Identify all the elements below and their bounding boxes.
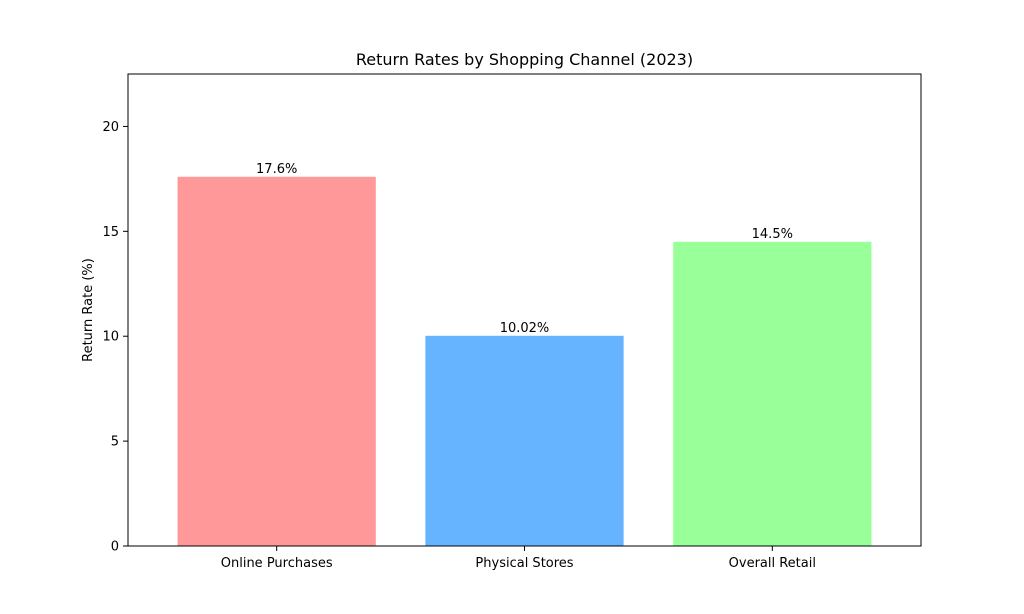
x-tick-label-0: Online Purchases <box>221 556 333 571</box>
y-tick-label-1: 5 <box>111 435 119 450</box>
bar-0 <box>177 176 376 547</box>
plot-frame <box>127 73 922 547</box>
y-tick-label-2: 10 <box>102 330 119 345</box>
bar-1 <box>425 335 624 546</box>
bar-value-label-0: 17.6% <box>256 162 297 177</box>
bar-value-label-2: 14.5% <box>752 227 793 242</box>
x-tick-label-2: Overall Retail <box>729 556 816 571</box>
y-tick-label-3: 15 <box>102 225 119 240</box>
bar-value-label-1: 10.02% <box>500 321 550 336</box>
y-tick-label-0: 0 <box>111 540 119 555</box>
plot-area: 17.6% 10.02% 14.5% <box>177 162 872 547</box>
chart-title: Return Rates by Shopping Channel (2023) <box>356 50 693 69</box>
x-tick-label-1: Physical Stores <box>475 556 573 571</box>
y-tick-label-4: 20 <box>102 120 119 135</box>
y-axis-label: Return Rate (%) <box>81 258 96 362</box>
bar-2 <box>673 241 872 546</box>
